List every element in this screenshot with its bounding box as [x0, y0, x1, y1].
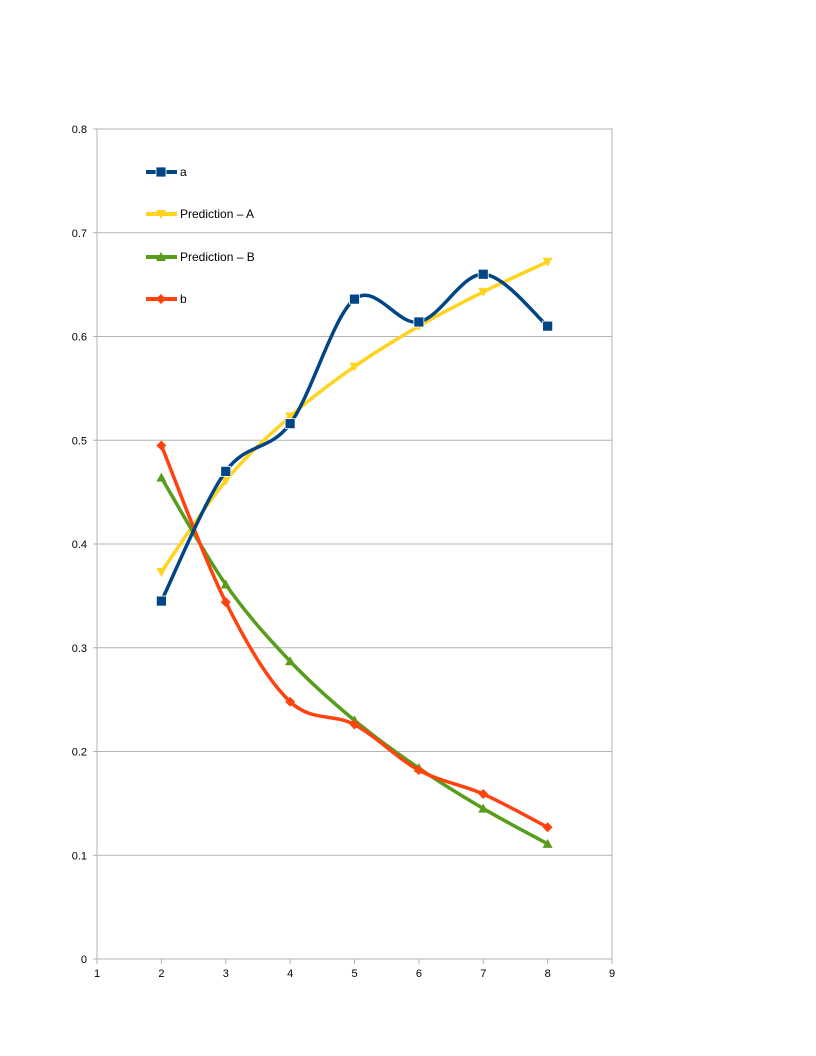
legend: a Prediction – A Prediction – B b [146, 165, 255, 306]
series-line-b [159, 443, 550, 829]
legend-label: Prediction – B [180, 250, 255, 264]
series-group [155, 257, 554, 848]
data-point-b [413, 765, 424, 776]
legend-swatch-marker [156, 252, 166, 261]
y-tick-label: 0.1 [72, 850, 87, 862]
legend-label: a [180, 165, 187, 179]
data-point-a [477, 268, 489, 280]
legend-label: Prediction – A [180, 207, 254, 221]
data-point-b [349, 719, 360, 730]
legend-label: b [180, 292, 187, 306]
series-prediction-b [156, 472, 553, 848]
x-tick-label: 9 [609, 968, 615, 980]
gridlines [97, 128, 612, 960]
data-point-prediction-a [478, 287, 489, 297]
y-tick-label: 0.8 [72, 124, 87, 136]
y-tick-label: 0.6 [72, 332, 87, 344]
x-tick-label: 8 [545, 968, 551, 980]
data-point-b [156, 440, 167, 451]
legend-swatch-marker [155, 166, 167, 178]
data-point-b [285, 696, 296, 707]
series-b [156, 440, 553, 833]
legend-item-b: b [146, 292, 187, 306]
legend-item-prediction-b: Prediction – B [146, 250, 255, 264]
data-point-prediction-b [220, 579, 231, 589]
data-point-prediction-a [285, 412, 296, 422]
data-point-prediction-a [156, 568, 167, 578]
series-a [155, 268, 554, 607]
legend-swatch-marker [156, 294, 166, 304]
data-point-prediction-b [285, 656, 296, 666]
x-tick-label: 1 [94, 968, 100, 980]
data-point-prediction-a [220, 476, 231, 486]
data-point-a [413, 316, 425, 328]
data-point-prediction-a [349, 362, 360, 372]
data-point-a [542, 320, 554, 332]
x-tick-label: 3 [223, 968, 229, 980]
data-point-a [155, 595, 167, 607]
y-tick-label: 0.3 [72, 643, 87, 655]
x-tick-label: 7 [480, 968, 486, 980]
series-prediction-a [156, 257, 553, 578]
data-point-b [220, 597, 231, 608]
data-point-b [542, 822, 553, 833]
y-tick-label: 0.7 [72, 228, 87, 240]
data-point-a [284, 418, 296, 430]
data-point-prediction-b [542, 838, 553, 848]
data-point-a [220, 465, 232, 477]
y-tick-label: 0.4 [72, 539, 87, 551]
data-point-prediction-b [478, 803, 489, 813]
legend-item-prediction-a: Prediction – A [146, 207, 254, 221]
y-tick-label: 0.2 [72, 747, 87, 759]
data-point-a [349, 293, 360, 305]
y-tick-label: 0.5 [72, 435, 87, 447]
data-point-prediction-b [156, 472, 167, 482]
series-line-prediction-b [159, 475, 550, 846]
x-tick-label: 6 [416, 968, 422, 980]
x-tick-label: 4 [287, 968, 293, 980]
y-tick-label: 0 [81, 954, 87, 966]
series-line-a [159, 272, 550, 603]
x-tick-label: 5 [351, 968, 357, 980]
legend-swatch-marker [156, 210, 166, 219]
data-point-b [478, 789, 489, 800]
axes: 0 0.1 0.2 0.3 0.4 0.5 0.6 0.7 0.8 1 2 3 4 5 6 7 8 9 [72, 124, 615, 980]
series-line-prediction-a [159, 260, 550, 574]
x-tick-label: 2 [158, 968, 164, 980]
legend-item-a: a [146, 165, 187, 179]
data-point-prediction-a [542, 257, 553, 267]
